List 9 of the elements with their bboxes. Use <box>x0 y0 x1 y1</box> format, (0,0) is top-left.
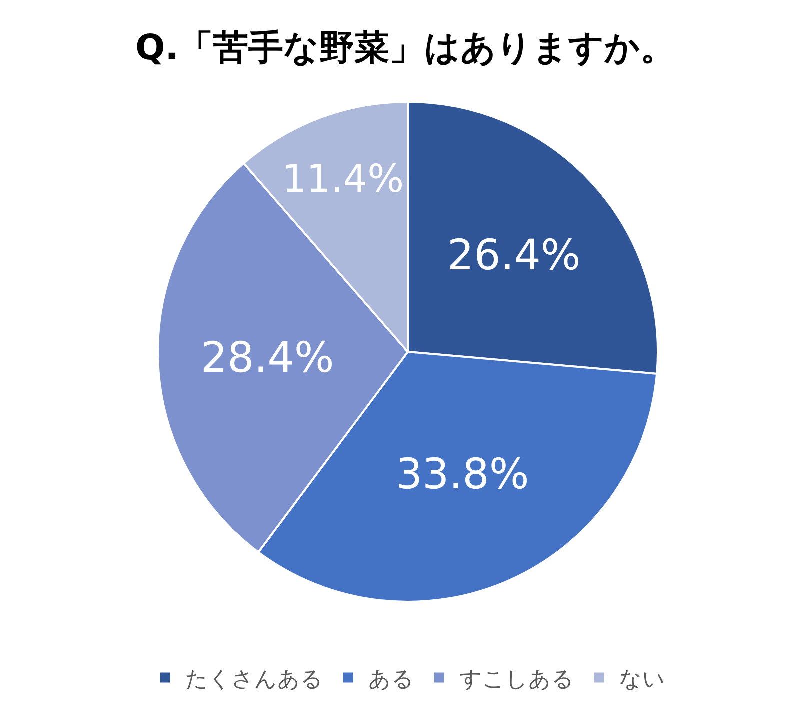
data-label: 33.8% <box>396 449 530 498</box>
data-label: 26.4% <box>447 230 581 280</box>
legend-label: たくさんある <box>185 667 324 692</box>
data-label: 28.4% <box>200 332 334 382</box>
data-label: 11.4% <box>282 156 404 202</box>
legend-label: すこしある <box>459 667 574 692</box>
legend-label: ある <box>368 667 414 692</box>
legend-label: ない <box>619 667 666 692</box>
chart-title: Q.「苦手な野菜」はありますか。 <box>135 28 676 68</box>
